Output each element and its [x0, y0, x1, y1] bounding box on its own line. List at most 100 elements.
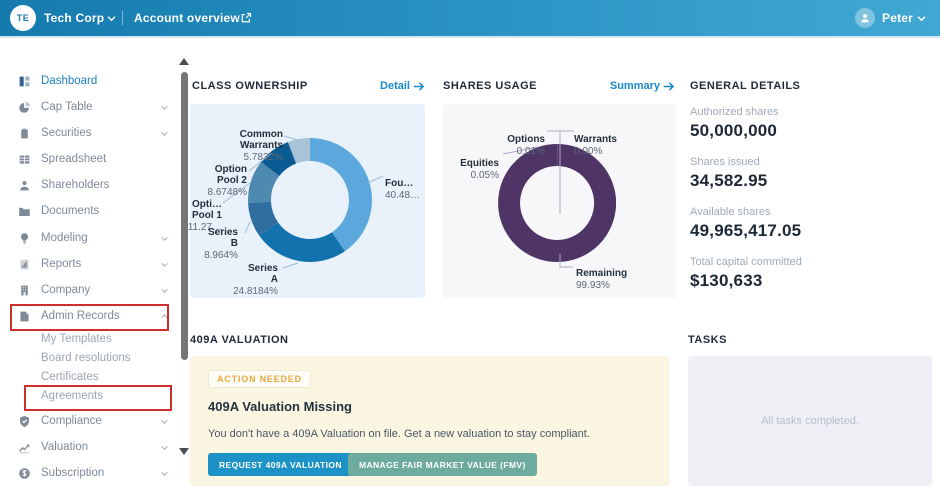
chevron-down-icon — [160, 103, 169, 115]
sidebar-item-securities[interactable]: Securities — [0, 122, 178, 144]
table-icon — [18, 152, 32, 166]
chevron-down-icon — [160, 129, 169, 141]
section-title-shares-usage: SHARES USAGE — [443, 80, 538, 92]
sidebar-scrollbar[interactable] — [179, 38, 190, 486]
sidebar-subitem-board-resolutions[interactable]: Board resolutions — [41, 352, 131, 364]
sidebar-item-subscription[interactable]: Subscription — [0, 462, 178, 484]
chart-label-option-pool-2: Option Pool 2 8.6748% — [207, 164, 247, 198]
detail-value: 50,000,000 — [690, 121, 778, 140]
detail-value: 34,582.95 — [690, 171, 768, 190]
chart-label-option-pool-1: Opti… Pool 1 11.27… — [187, 199, 222, 233]
chart-label-series-b: Series B 8.964% — [204, 227, 238, 261]
arrow-right-icon — [413, 81, 425, 91]
scroll-up-arrow[interactable] — [179, 58, 189, 65]
tasks-empty-message: All tasks completed. — [761, 415, 859, 427]
donut-segment[interactable] — [287, 138, 310, 164]
general-details-list: Authorized shares 50,000,000 Shares issu… — [690, 106, 935, 306]
sidebar-item-modeling[interactable]: Modeling — [0, 227, 178, 249]
document-icon — [18, 309, 32, 323]
valuation-heading: 409A Valuation Missing — [208, 399, 353, 414]
section-title-409a-valuation: 409A VALUATION — [190, 334, 289, 346]
chart-label-warrants: Warrants 0.00% — [574, 134, 617, 157]
person-icon — [18, 178, 32, 192]
building-icon — [18, 283, 32, 297]
donut-segment[interactable] — [310, 138, 372, 252]
detail-label: Authorized shares — [690, 106, 779, 118]
lightbulb-icon — [18, 231, 32, 245]
manage-fmv-button[interactable]: MANAGE FAIR MARKET VALUE (FMV) — [348, 453, 537, 476]
action-needed-badge: ACTION NEEDED — [208, 370, 311, 388]
sidebar-item-dashboard[interactable]: Dashboard — [0, 70, 178, 92]
topbar-divider — [122, 11, 123, 25]
sidebar-item-valuation[interactable]: Valuation — [0, 436, 178, 458]
user-chevron-down-icon[interactable] — [916, 13, 927, 24]
sidebar-item-cap-table[interactable]: Cap Table — [0, 96, 178, 118]
sidebar-subitem-agreements[interactable]: Agreements — [41, 390, 104, 402]
scroll-down-arrow[interactable] — [179, 448, 189, 455]
report-icon — [18, 257, 32, 271]
sidebar-item-admin-records[interactable]: Admin Records — [0, 305, 178, 327]
clipboard-icon — [18, 126, 32, 140]
arrow-right-icon — [663, 81, 675, 91]
folder-icon — [18, 204, 32, 218]
class-ownership-donut-chart[interactable] — [248, 138, 372, 262]
detail-row: Shares issued 34,582.95 — [690, 156, 935, 191]
sidebar-item-reports[interactable]: Reports — [0, 253, 178, 275]
summary-link[interactable]: Summary — [610, 80, 675, 92]
chevron-down-icon — [160, 417, 169, 429]
chevron-down-icon — [160, 286, 169, 298]
detail-value: $130,633 — [690, 271, 763, 290]
person-icon — [861, 14, 869, 23]
section-title-tasks: TASKS — [688, 334, 727, 346]
user-avatar[interactable] — [855, 8, 875, 28]
detail-row: Available shares 49,965,417.05 — [690, 206, 935, 241]
chart-label-equities: Equities 0.05% — [460, 158, 499, 181]
sidebar-item-compliance[interactable]: Compliance — [0, 410, 178, 432]
chart-label-founders: Fou… 40.48… — [385, 178, 421, 201]
donut-segment[interactable] — [259, 222, 345, 262]
valuation-message: You don't have a 409A Valuation on file.… — [208, 428, 590, 440]
donut-segment[interactable] — [248, 161, 280, 203]
trend-icon — [18, 440, 32, 454]
request-409a-valuation-button[interactable]: REQUEST 409A VALUATION — [208, 453, 353, 476]
org-name[interactable]: Tech Corp — [44, 11, 105, 25]
chevron-down-icon — [160, 260, 169, 272]
detail-label: Shares issued — [690, 156, 760, 168]
chevron-down-icon — [160, 234, 169, 246]
donut-segment[interactable] — [248, 201, 279, 236]
chart-label-options: Options 0.01% — [507, 134, 545, 157]
section-title-general-details: GENERAL DETAILS — [690, 80, 801, 92]
topbar: TE Tech Corp Account overview Peter — [0, 0, 940, 36]
detail-row: Authorized shares 50,000,000 — [690, 106, 935, 141]
detail-value: 49,965,417.05 — [690, 221, 802, 240]
sidebar-item-company[interactable]: Company — [0, 279, 178, 301]
donut-segment[interactable] — [498, 144, 616, 262]
chevron-down-icon — [160, 469, 169, 481]
sidebar-item-spreadsheet[interactable]: Spreadsheet — [0, 148, 178, 170]
detail-label: Total capital committed — [690, 256, 802, 268]
dashboard-icon — [18, 74, 32, 88]
chart-label-series-a: Series A 24.8184% — [232, 263, 278, 297]
org-chevron-down-icon[interactable] — [106, 13, 117, 24]
chart-label-remaining: Remaining 99.93% — [576, 268, 628, 291]
sidebar-subitem-certificates[interactable]: Certificates — [41, 371, 99, 383]
shield-icon — [18, 414, 32, 428]
sidebar-subitem-my-templates[interactable]: My Templates — [41, 333, 112, 345]
detail-link[interactable]: Detail — [380, 80, 425, 92]
detail-label: Available shares — [690, 206, 771, 218]
chevron-down-icon — [160, 443, 169, 455]
scrollbar-thumb[interactable] — [181, 72, 188, 360]
topbar-underline — [0, 36, 940, 38]
org-avatar[interactable]: TE — [10, 5, 36, 31]
sidebar-item-documents[interactable]: Documents — [0, 200, 178, 222]
coin-icon — [18, 466, 32, 480]
pie-chart-icon — [18, 100, 32, 114]
shares-usage-donut-chart[interactable] — [498, 144, 616, 262]
sidebar-item-shareholders[interactable]: Shareholders — [0, 174, 178, 196]
account-overview-link[interactable]: Account overview — [134, 11, 240, 25]
detail-row: Total capital committed $130,633 — [690, 256, 935, 291]
external-link-icon[interactable] — [240, 12, 252, 24]
chart-label-common-warrants: Common Warrants 5.7832% — [239, 129, 283, 163]
user-name[interactable]: Peter — [882, 11, 914, 25]
